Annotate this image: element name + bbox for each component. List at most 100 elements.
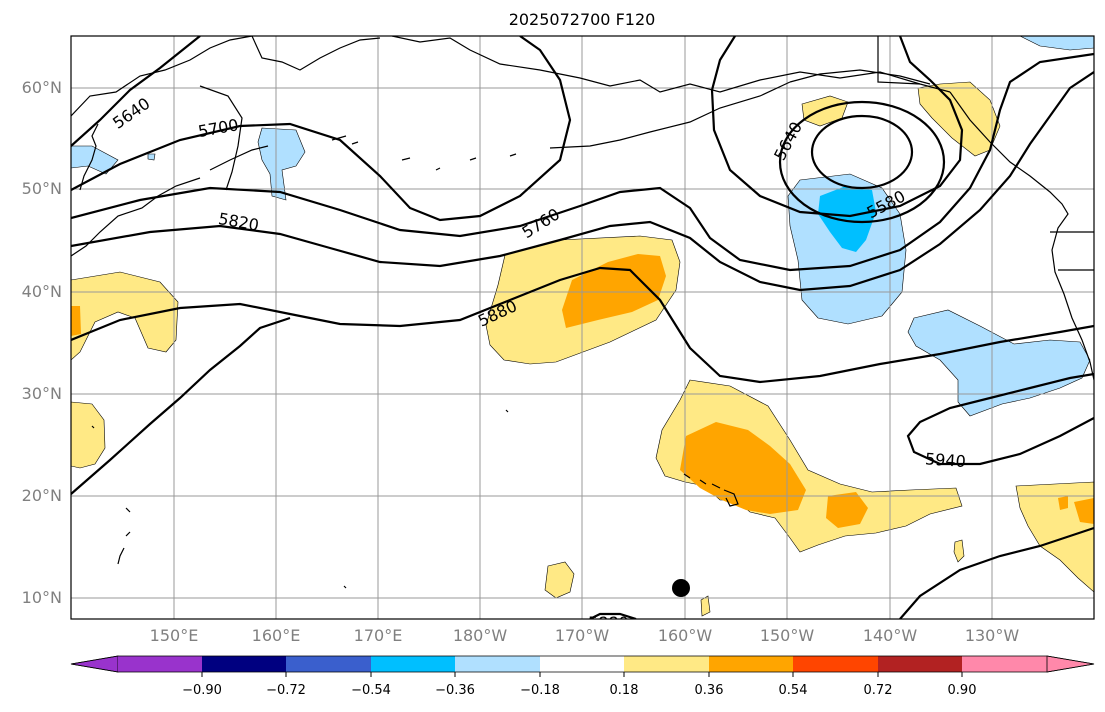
anomaly-core: [1074, 498, 1094, 524]
anomaly-region: [953, 539, 965, 563]
anomaly-region: [147, 153, 156, 161]
contour-5940: [906, 372, 1094, 466]
anomaly-region: [801, 95, 849, 127]
colorbar-outline: [70, 655, 1095, 673]
coastline-siberia: [251, 36, 381, 71]
lat-label: 40°N: [21, 282, 62, 301]
graticule: [71, 36, 1094, 619]
coastline-gulf-alaska: [789, 69, 931, 85]
colorbar-segment: [371, 656, 456, 672]
strong-negative-anomaly-fill: [818, 186, 876, 252]
coastline-asia: [71, 36, 253, 117]
contour-5700: [71, 36, 572, 222]
lon-label: 160°E: [251, 626, 301, 645]
map-title: 2025072700 F120: [508, 10, 656, 29]
colorbar-extend-low: [70, 655, 119, 673]
map-frame: [70, 35, 1095, 620]
colorbar-ticks: [201, 672, 963, 677]
colorbar-tick-label: 0.72: [863, 683, 893, 698]
colorbar-segment: [540, 656, 625, 672]
colorbar-segment: [118, 656, 203, 672]
contour-label: 5640: [770, 119, 806, 164]
colorbar-tick-label: 0.18: [609, 683, 639, 698]
anomaly-region: [71, 271, 179, 361]
lon-label: 170°W: [554, 626, 610, 645]
strong-positive-anomaly-fill: [71, 254, 1094, 528]
lon-label: 150°W: [759, 626, 815, 645]
anomaly-region: [71, 401, 106, 469]
contour-5580-inner: [810, 114, 914, 190]
anomaly-core: [826, 492, 868, 528]
contour-5820: [71, 71, 1094, 292]
lon-label: 150°E: [149, 626, 199, 645]
contour-5880-bottom: [589, 612, 637, 619]
colorbar: [70, 655, 1095, 677]
contour-5640-west: [71, 36, 201, 147]
contour-5580-outer: [778, 100, 946, 224]
lon-label: 130°W: [964, 626, 1020, 645]
anomaly-core: [818, 186, 876, 252]
coastline-kamchatka: [199, 85, 243, 191]
colorbar-segment: [793, 656, 878, 672]
coastline-japan: [71, 177, 201, 257]
plot-area: 5640 5700 5820 5760 5640 5580 5880 5940 …: [71, 36, 1094, 619]
anomaly-region: [655, 379, 963, 553]
colorbar-tick-label: −0.90: [182, 683, 222, 698]
colorbar-tick-label: −0.18: [520, 683, 560, 698]
hawaii-islands: [683, 473, 739, 507]
anomaly-region: [700, 595, 711, 617]
colorbar-tick-label: −0.36: [435, 683, 475, 698]
colorbar-tick-label: 0.36: [694, 683, 724, 698]
colorbar-tick-label: −0.54: [351, 683, 391, 698]
colorbar-extend-high: [1046, 655, 1095, 673]
colorbar-tick-label: 0.90: [947, 683, 977, 698]
lon-label: 170°E: [353, 626, 403, 645]
contour-5940-south: [899, 526, 1094, 619]
lat-label: 60°N: [21, 78, 62, 97]
anomaly-region: [907, 309, 1091, 417]
colorbar-segment: [455, 656, 540, 672]
contour-label: 5760: [519, 204, 564, 242]
coastline-alaska: [391, 36, 951, 93]
anomaly-region: [1019, 36, 1094, 51]
lon-label: 140°W: [862, 626, 918, 645]
location-marker: [672, 579, 690, 597]
anomaly-region: [917, 81, 1001, 157]
anomaly-region: [71, 145, 119, 175]
colorbar-segment: [624, 656, 709, 672]
anomaly-core: [680, 422, 806, 514]
coastline-kuril: [209, 145, 269, 171]
colorbar-segment: [878, 656, 963, 672]
coastline-sakhalin: [79, 123, 99, 191]
anomaly-core: [71, 306, 81, 336]
colorbar-segment: [202, 656, 287, 672]
colorbar-tick-label: 0.54: [778, 683, 808, 698]
coastline-aleutians: [549, 81, 791, 149]
anomaly-region: [1015, 481, 1094, 593]
anomaly-core: [1058, 496, 1068, 510]
lat-label: 30°N: [21, 384, 62, 403]
contour-label: 5700: [197, 115, 240, 141]
contour-5760: [71, 52, 1094, 272]
colorbar-tick-label: −0.72: [266, 683, 306, 698]
anomaly-region: [544, 561, 575, 599]
lon-label: 160°W: [657, 626, 713, 645]
lon-label: 180°W: [452, 626, 508, 645]
lat-label: 10°N: [21, 588, 62, 607]
colorbar-segment: [286, 656, 371, 672]
lat-label: 50°N: [21, 179, 62, 198]
contour-5880-south: [71, 316, 291, 495]
contour-5880: [71, 266, 1094, 384]
coastline-aleutian-islands: [331, 135, 517, 171]
colorbar-segment: [709, 656, 794, 672]
contour-label: 5820: [217, 209, 260, 235]
anomaly-region: [257, 127, 306, 201]
lat-label: 20°N: [21, 486, 62, 505]
pacific-islands: [91, 409, 509, 589]
border-canada-us: [877, 36, 1094, 271]
contour-5640-low: [710, 36, 964, 218]
contour-label: 5640: [109, 94, 153, 133]
colorbar-segment: [962, 656, 1047, 672]
height-contours: [71, 36, 1094, 619]
